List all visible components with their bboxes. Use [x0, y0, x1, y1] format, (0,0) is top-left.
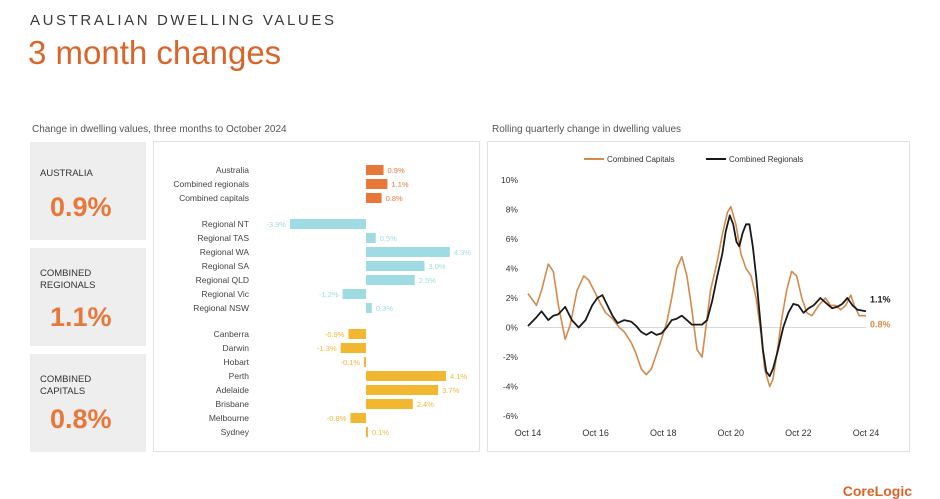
- kpi-value: 0.9%: [50, 192, 112, 222]
- bar-category-label: Regional WA: [200, 247, 250, 257]
- brand-logo: CoreLogic: [842, 483, 912, 499]
- kpi-value: 1.1%: [50, 302, 112, 332]
- bar-value-label: 1.1%: [391, 180, 408, 189]
- kpi-value: 0.8%: [50, 404, 112, 434]
- bar-category-label: Canberra: [214, 329, 250, 339]
- bar-category-label: Regional NT: [202, 219, 249, 229]
- bar-value-label: 0.8%: [386, 194, 403, 203]
- bar: [366, 427, 368, 437]
- page-title: 3 month changes: [28, 34, 282, 71]
- bar-value-label: 3.7%: [442, 386, 459, 395]
- bar-category-label: Regional QLD: [196, 275, 249, 285]
- bar: [366, 275, 415, 285]
- bar: [340, 343, 366, 353]
- bar: [348, 329, 366, 339]
- bar-chart: Australia 0.9% Combined regionals 1.1% Combi…: [173, 165, 471, 437]
- bar-value-label: 2.5%: [419, 276, 436, 285]
- bar-category-label: Melbourne: [209, 413, 249, 423]
- bar: [366, 371, 446, 381]
- eyebrow-title: AUSTRALIAN DWELLING VALUES: [30, 12, 337, 29]
- y-tick-label: 8%: [506, 205, 519, 215]
- bar: [366, 303, 372, 313]
- right-chart-subtitle: Rolling quarterly change in dwelling val…: [492, 124, 681, 135]
- y-tick-label: 10%: [501, 175, 518, 185]
- line-chart: -6% -4% -2% 0% 2% 4% 6% 8% 10% Oct 14 Oct 16 Oct 18…: [501, 155, 891, 438]
- line-chart-panel: -6% -4% -2% 0% 2% 4% 6% 8% 10% Oct 14 Oct 16 Oct 18…: [487, 141, 910, 452]
- bar-value-label: 4.1%: [450, 372, 467, 381]
- legend-label: Combined Regionals: [729, 155, 803, 164]
- y-tick-label: -2%: [503, 352, 519, 362]
- kpi-combined-capitals: COMBINED CAPITALS 0.8%: [30, 354, 146, 452]
- bar-value-label: -1.3%: [317, 344, 337, 353]
- y-tick-label: -4%: [503, 382, 519, 392]
- bar-category-label: Regional Vic: [201, 289, 249, 299]
- bar-value-label: -3.9%: [266, 220, 286, 229]
- series-line: [527, 205, 866, 388]
- bar-value-label: -0.1%: [340, 358, 360, 367]
- x-tick-label: Oct 22: [785, 428, 812, 438]
- bar: [366, 233, 376, 243]
- bar-chart-panel: Australia 0.9% Combined regionals 1.1% Combi…: [153, 141, 480, 452]
- x-tick-label: Oct 24: [853, 428, 880, 438]
- kpi-australia: AUSTRALIA 0.9%: [30, 142, 146, 240]
- x-tick-label: Oct 16: [582, 428, 609, 438]
- bar-category-label: Regional TAS: [197, 233, 249, 243]
- x-tick-label: Oct 14: [515, 428, 542, 438]
- series-line: [527, 214, 867, 378]
- y-tick-label: 4%: [506, 264, 519, 274]
- bar: [350, 413, 366, 423]
- bar-category-label: Perth: [229, 371, 250, 381]
- bar-category-label: Adelaide: [216, 385, 249, 395]
- bar-value-label: 0.5%: [380, 234, 397, 243]
- bar-category-label: Combined capitals: [179, 193, 249, 203]
- bar: [342, 289, 366, 299]
- y-tick-label: 0%: [506, 323, 519, 333]
- bar-category-label: Combined regionals: [173, 179, 249, 189]
- bar: [366, 399, 413, 409]
- bar-category-label: Regional SA: [202, 261, 250, 271]
- end-value-label: 0.8%: [870, 320, 891, 330]
- bar-value-label: -0.9%: [325, 330, 345, 339]
- bar-value-label: -0.8%: [327, 414, 347, 423]
- bar: [366, 261, 425, 271]
- bar-category-label: Brisbane: [215, 399, 249, 409]
- bar-value-label: 0.1%: [372, 428, 389, 437]
- y-tick-label: -6%: [503, 411, 519, 421]
- bar-value-label: 0.9%: [388, 166, 405, 175]
- bar: [289, 219, 366, 229]
- kpi-label: AUSTRALIA: [40, 168, 93, 179]
- kpi-combined-regionals: COMBINED REGIONALS 1.1%: [30, 248, 146, 346]
- bar-category-label: Regional NSW: [193, 303, 249, 313]
- bar: [364, 357, 366, 367]
- bar-category-label: Australia: [216, 165, 249, 175]
- bar-category-label: Sydney: [221, 427, 250, 437]
- x-tick-label: Oct 18: [650, 428, 677, 438]
- bar-value-label: 3.0%: [429, 262, 446, 271]
- bar: [366, 247, 450, 257]
- bar: [366, 385, 439, 395]
- bar-value-label: 0.3%: [376, 304, 393, 313]
- left-chart-subtitle: Change in dwelling values, three months …: [32, 124, 287, 135]
- y-tick-label: 6%: [506, 234, 519, 244]
- kpi-label: COMBINED CAPITALS: [40, 374, 92, 397]
- bar: [366, 179, 388, 189]
- bar: [366, 193, 382, 203]
- bar-value-label: -1.2%: [319, 290, 339, 299]
- bar-value-label: 2.4%: [417, 400, 434, 409]
- x-tick-label: Oct 20: [718, 428, 745, 438]
- kpi-label: COMBINED REGIONALS: [40, 268, 96, 291]
- bar-category-label: Darwin: [223, 343, 250, 353]
- bar-value-label: 4.3%: [454, 248, 471, 257]
- bar: [366, 165, 384, 175]
- legend-label: Combined Capitals: [607, 155, 675, 164]
- end-value-label: 1.1%: [870, 294, 891, 304]
- y-tick-label: 2%: [506, 293, 519, 303]
- bar-category-label: Hobart: [223, 357, 249, 367]
